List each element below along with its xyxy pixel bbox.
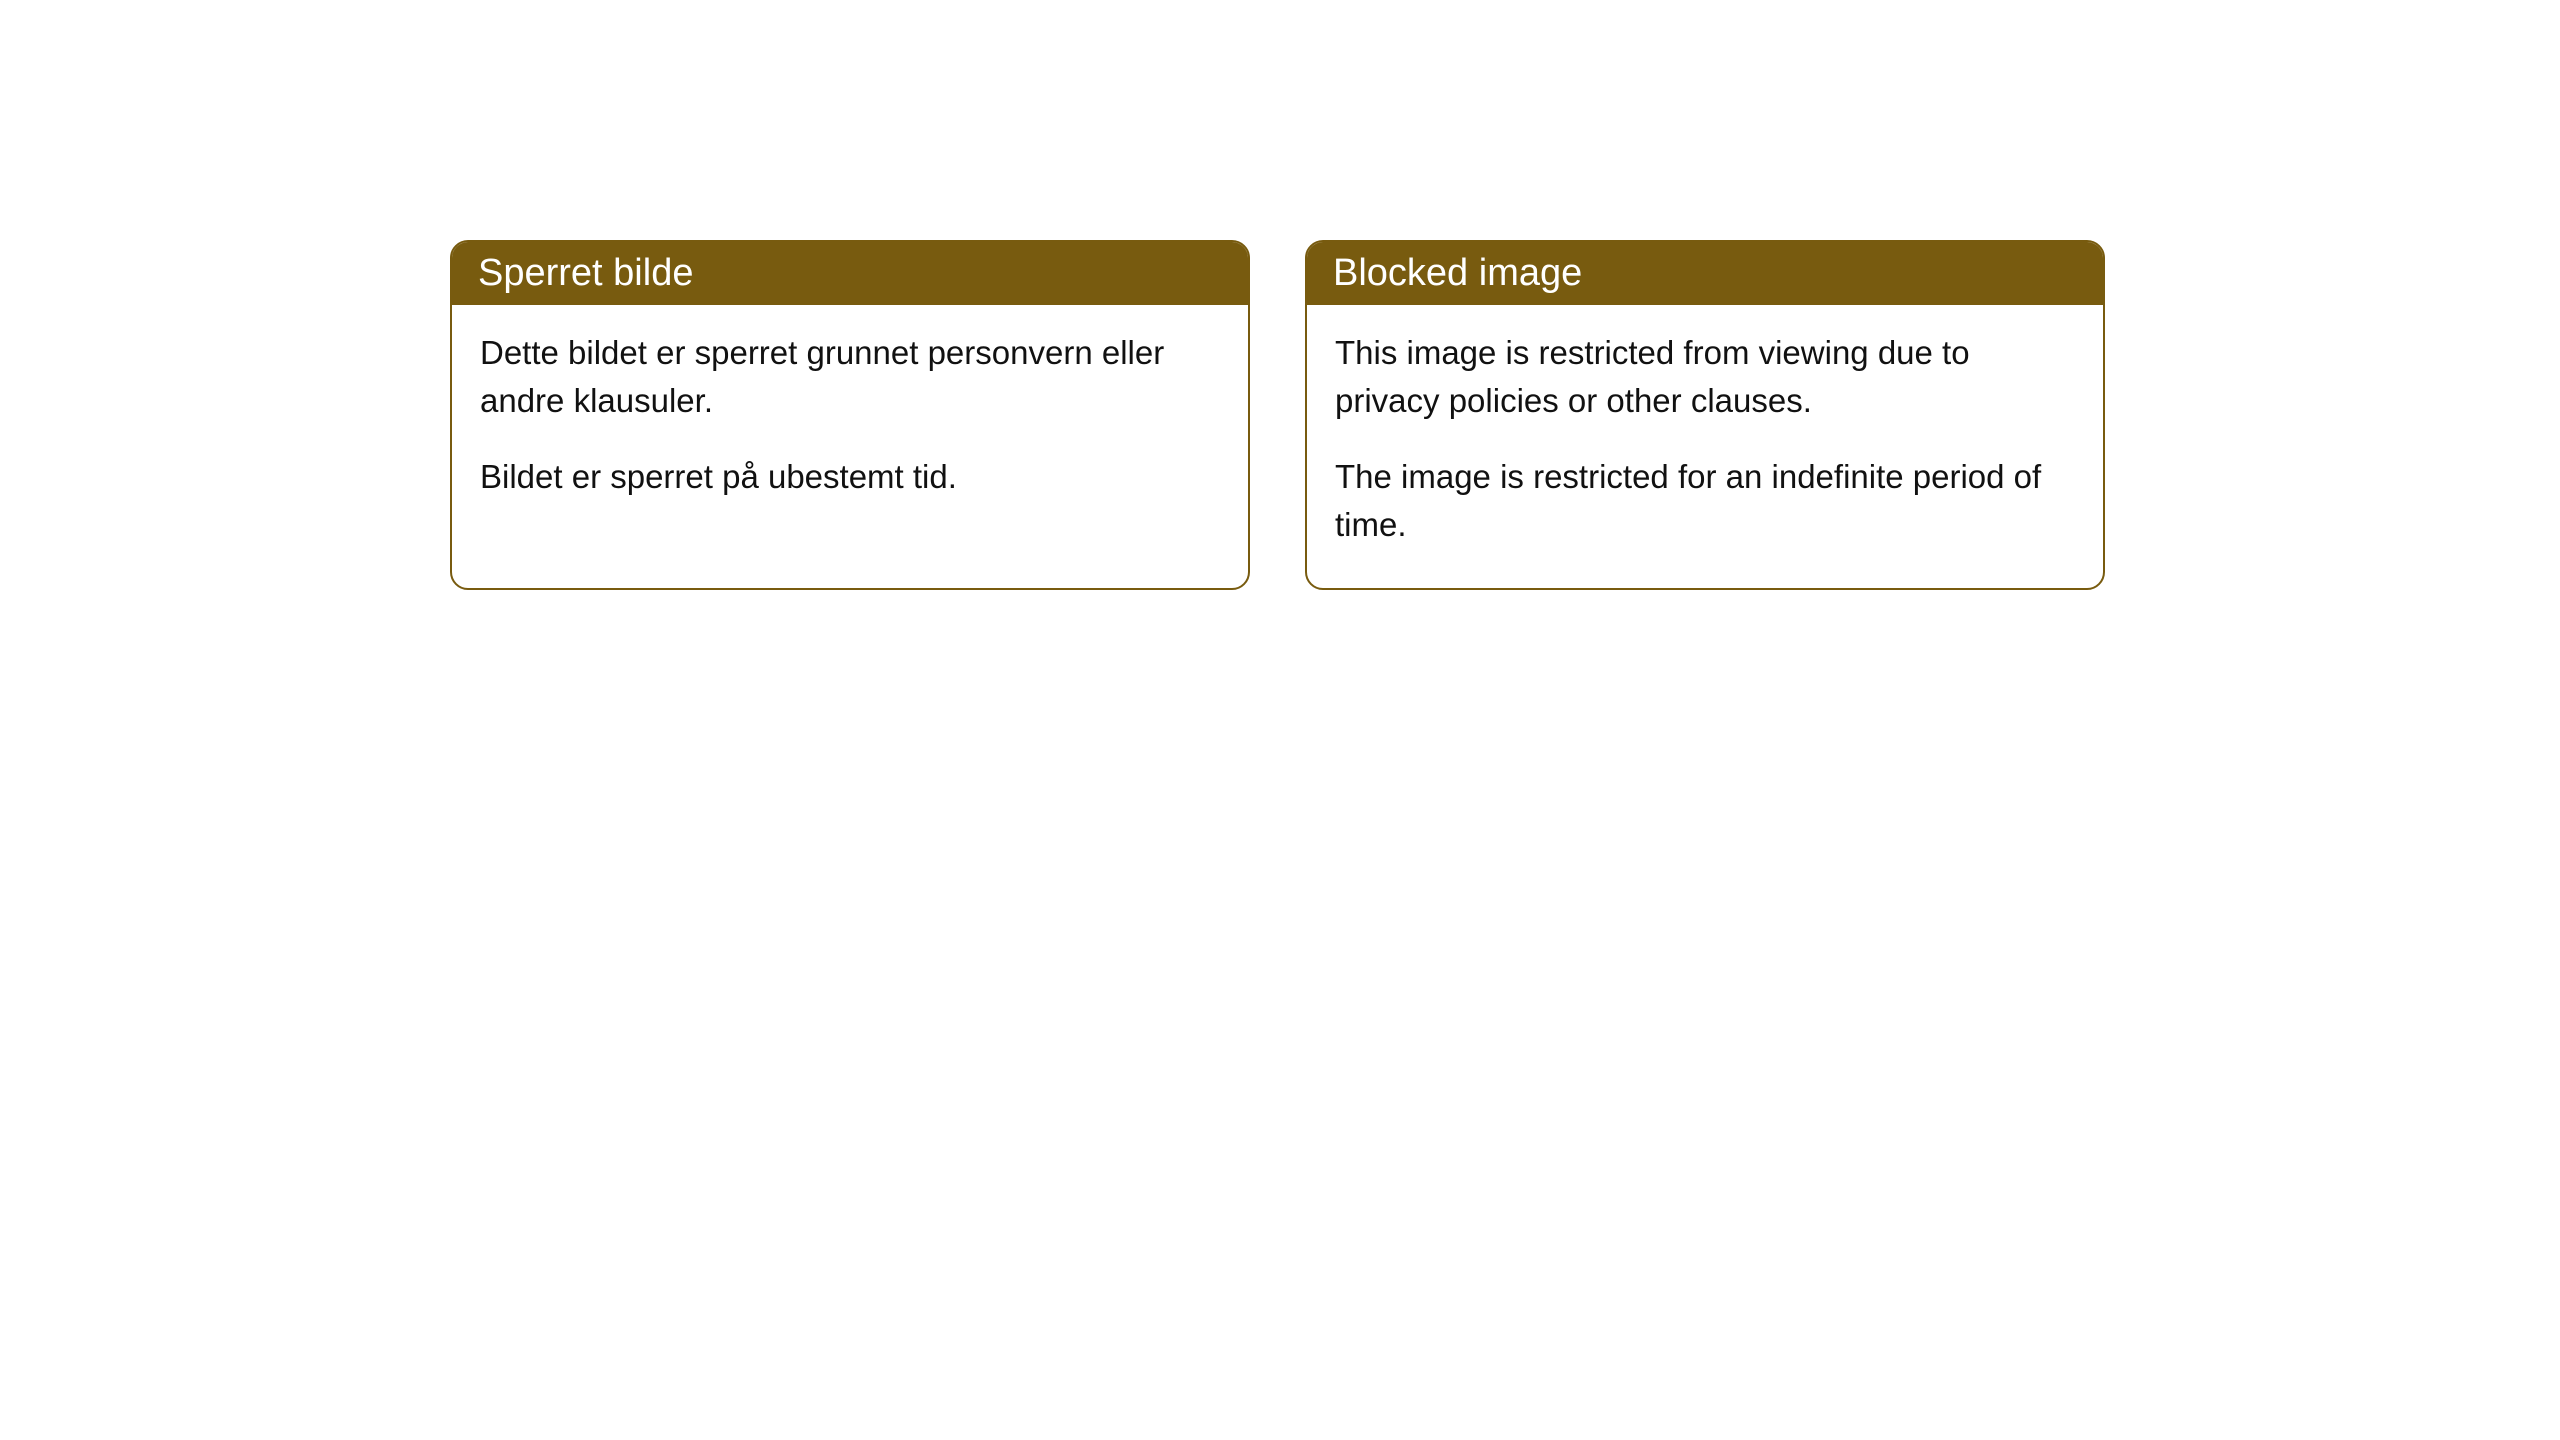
notice-cards-container: Sperret bilde Dette bildet er sperret gr…	[450, 240, 2105, 590]
blocked-image-card-en: Blocked image This image is restricted f…	[1305, 240, 2105, 590]
card-title: Blocked image	[1307, 242, 2103, 305]
card-paragraph: The image is restricted for an indefinit…	[1335, 453, 2075, 549]
card-title: Sperret bilde	[452, 242, 1248, 305]
card-paragraph: Dette bildet er sperret grunnet personve…	[480, 329, 1220, 425]
card-body: This image is restricted from viewing du…	[1307, 305, 2103, 588]
blocked-image-card-no: Sperret bilde Dette bildet er sperret gr…	[450, 240, 1250, 590]
card-paragraph: Bildet er sperret på ubestemt tid.	[480, 453, 1220, 501]
card-body: Dette bildet er sperret grunnet personve…	[452, 305, 1248, 541]
card-paragraph: This image is restricted from viewing du…	[1335, 329, 2075, 425]
